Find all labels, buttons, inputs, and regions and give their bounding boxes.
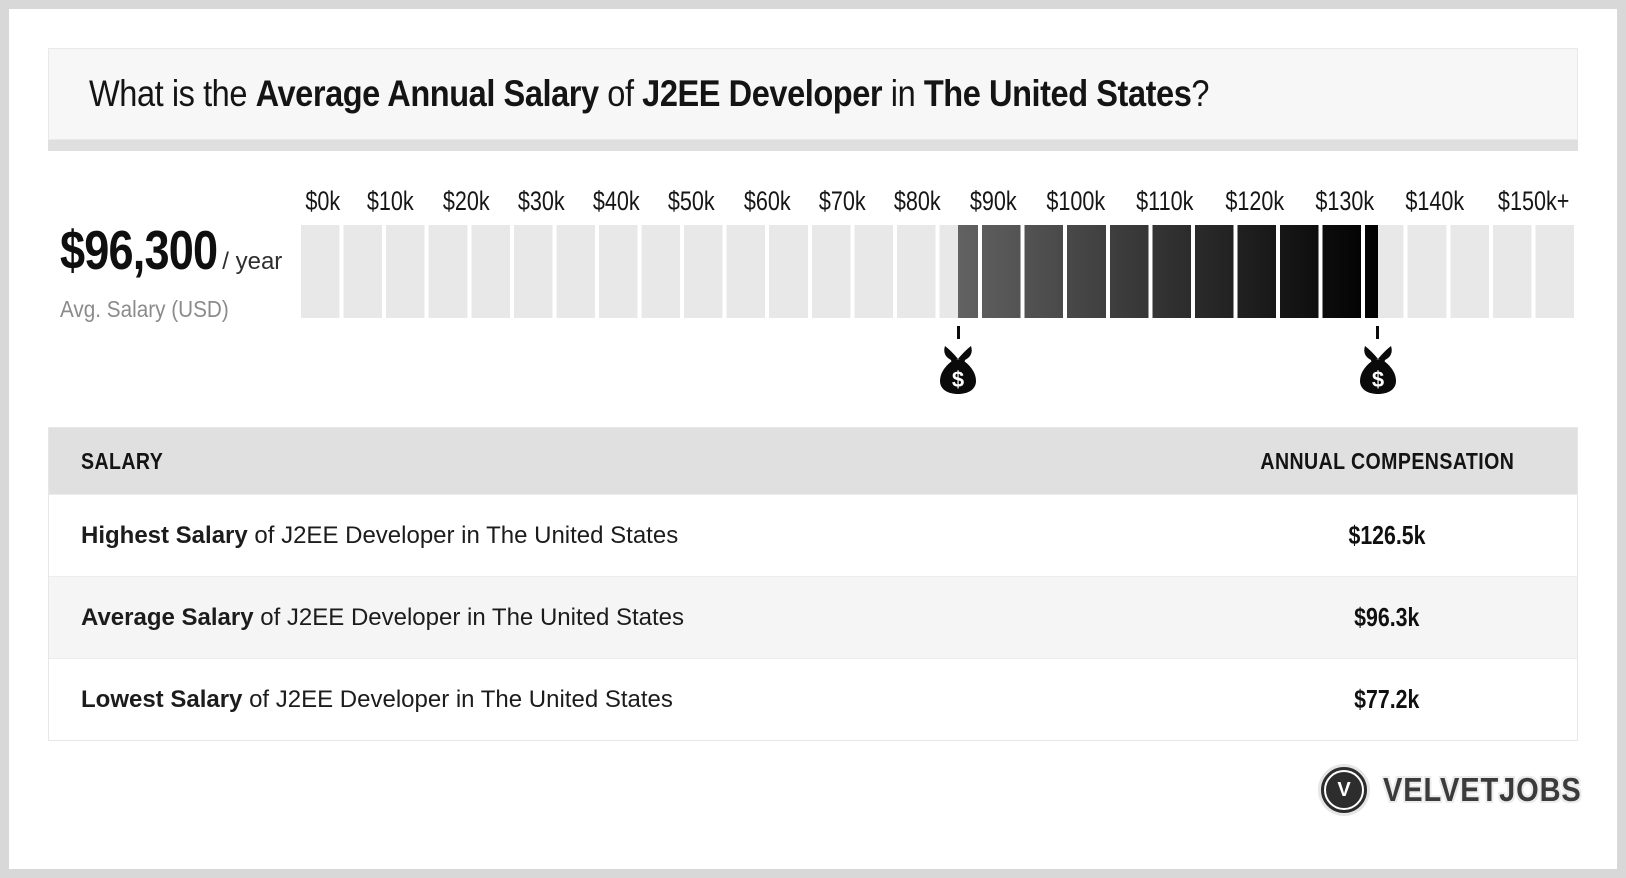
table-row-value-text: $126.5k [1348,520,1426,550]
table-row-label-bold: Highest Salary [81,521,248,549]
table-row: Lowest Salary of J2EE Developer in The U… [49,658,1577,740]
page-title: What is the Average Annual Salary of J2E… [89,73,1209,115]
axis-tick-label: $0k [305,186,341,216]
salary-table: SALARY ANNUAL COMPENSATION Highest Salar… [48,427,1578,741]
table-body: Highest Salary of J2EE Developer in The … [49,494,1577,740]
table-header: SALARY ANNUAL COMPENSATION [49,428,1577,494]
axis-tick-label: $70k [818,186,866,216]
axis-tick-label: $100k [1046,186,1106,216]
table-header-salary: SALARY [49,448,1197,475]
dollar-sign: $ [1372,367,1384,392]
brand-logo: V VELVETJOBS [1318,764,1609,816]
title-lead: What is the [89,73,256,114]
title-bold-job: J2EE Developer [642,73,883,114]
table-row-label: Lowest Salary of J2EE Developer in The U… [49,686,1197,714]
title-sep2: in [882,73,924,114]
brand-name: VELVETJOBS [1383,771,1582,808]
table-row: Highest Salary of J2EE Developer in The … [49,494,1577,576]
salary-bar [301,225,1578,318]
table-row-value-text: $77.2k [1354,684,1420,714]
table-header-compensation-label: ANNUAL COMPENSATION [1260,447,1514,474]
average-salary-caption: Avg. Salary (USD) [60,296,229,322]
table-header-compensation: ANNUAL COMPENSATION [1197,448,1577,475]
logo-letter: V [1337,778,1351,801]
title-sep1: of [598,73,643,114]
axis-tick-label: $50k [668,186,716,216]
bar-gap-stripes [301,225,1578,318]
table-row-value: $77.2k [1197,684,1577,715]
table-row: Average Salary of J2EE Developer in The … [49,576,1577,658]
average-salary-hero: $96,300 / year Avg. Salary (USD) [60,218,282,323]
axis-tick-label: $20k [442,186,490,216]
average-salary-period: / year [222,248,283,275]
table-row-value: $96.3k [1197,602,1577,633]
axis-tick-label: $130k [1315,186,1375,216]
dollar-sign: $ [952,367,964,392]
table-row-label-bold: Average Salary [81,603,254,631]
table-row-value-text: $96.3k [1354,602,1420,632]
axis-tick-label: $150k+ [1497,186,1569,216]
axis-labels: $0k $10k $20k $30k $40k $50k $60k $70k $80k $90k $… [301,183,1578,217]
table-row-value: $126.5k [1197,520,1577,551]
title-bold-salary: Average Annual Salary [255,73,599,114]
table-row-label-bold: Lowest Salary [81,685,243,713]
axis-tick-label: $10k [367,186,414,216]
table-row-label: Highest Salary of J2EE Developer in The … [49,522,1197,550]
axis-tick-label: $80k [894,186,942,216]
axis-tick-label: $60k [743,186,791,216]
axis-tick-label: $110k [1136,186,1194,216]
table-header-salary-label: SALARY [81,447,164,474]
average-salary-line: $96,300 / year [60,218,282,282]
title-tail: ? [1191,73,1210,114]
title-card: What is the Average Annual Salary of J2E… [48,48,1578,140]
table-row-label: Average Salary of J2EE Developer in The … [49,604,1197,632]
marker-tick [1376,326,1380,339]
title-bold-country: The United States [923,73,1192,114]
table-row-label-rest: of J2EE Developer in The United States [247,521,679,549]
axis-tick-label: $140k [1405,186,1465,216]
money-bag-icon: $ [1359,346,1396,394]
average-salary-amount: $96,300 [60,219,218,281]
table-row-label-rest: of J2EE Developer in The United States [253,603,685,631]
axis-tick-label: $120k [1224,186,1284,216]
velvetjobs-logo-icon: V [1318,764,1370,816]
axis-tick-label: $30k [517,186,565,216]
axis-tick-label: $40k [593,186,640,216]
money-bag-icon: $ [940,346,977,394]
axis-tick-label: $90k [969,186,1017,216]
marker-tick [956,326,960,339]
table-row-label-rest: of J2EE Developer in The United States [242,685,673,713]
salary-scale: $0k $10k $20k $30k $40k $50k $60k $70k $80k $90k $… [301,183,1578,395]
